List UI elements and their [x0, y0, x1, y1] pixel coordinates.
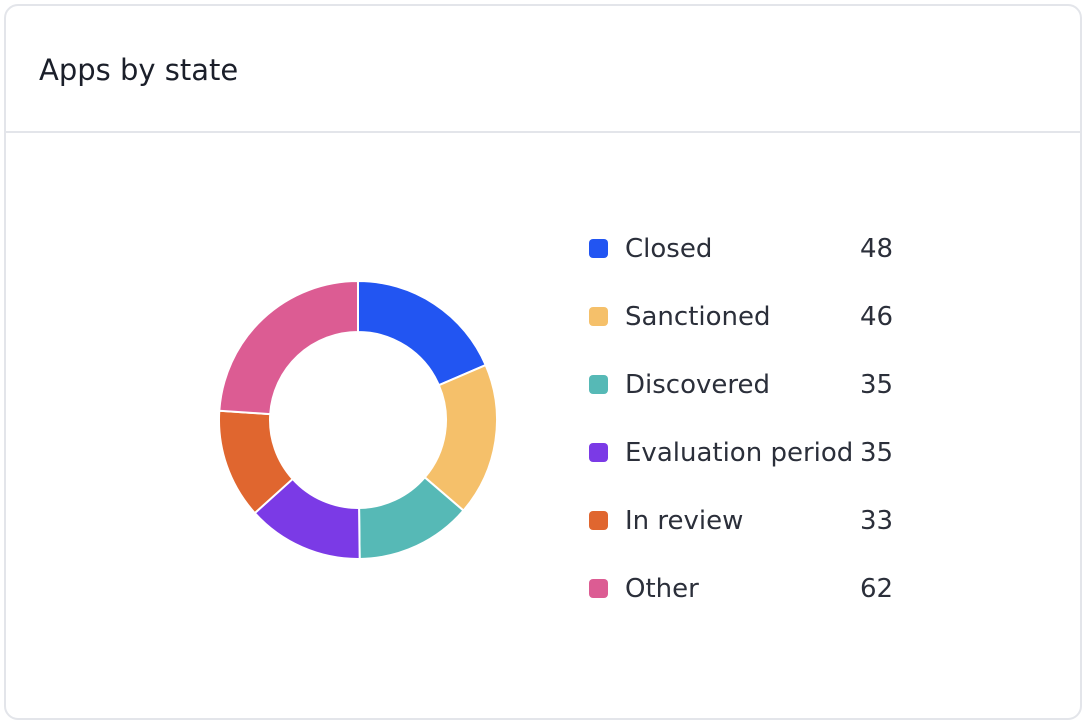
legend-item-discovered[interactable]: Discovered 35: [586, 367, 906, 435]
legend-swatch: [589, 511, 608, 530]
legend-swatch: [589, 579, 608, 598]
legend-value: 48: [860, 234, 894, 264]
donut-slice-closed[interactable]: [357, 279, 487, 387]
chart-legend: Closed 48 Sanctioned 46 Discovered 35 Evaluati…: [586, 231, 906, 639]
legend-item-evaluation-period[interactable]: Evaluation period 35: [586, 435, 906, 503]
legend-swatch: [589, 375, 608, 394]
legend-label: Evaluation period: [625, 438, 854, 468]
legend-item-sanctioned[interactable]: Sanctioned 46: [586, 299, 906, 367]
legend-label: Sanctioned: [625, 302, 771, 332]
donut-slice-other[interactable]: [218, 279, 359, 416]
legend-item-closed[interactable]: Closed 48: [586, 231, 906, 299]
legend-value: 33: [860, 506, 894, 536]
legend-swatch: [589, 239, 608, 258]
legend-item-other[interactable]: Other 62: [586, 571, 906, 639]
legend-swatch: [589, 443, 608, 462]
legend-swatch: [589, 307, 608, 326]
card-title: Apps by state: [39, 53, 239, 87]
apps-by-state-card: Apps by state Closed 48 Sanctioned 46 Discov…: [4, 4, 1082, 720]
legend-value: 35: [860, 438, 894, 468]
legend-item-in-review[interactable]: In review 33: [586, 503, 906, 571]
legend-value: 35: [860, 370, 894, 400]
legend-label: Other: [625, 574, 699, 604]
legend-value: 46: [860, 302, 894, 332]
legend-label: Discovered: [625, 370, 770, 400]
card-body: Closed 48 Sanctioned 46 Discovered 35 Evaluati…: [6, 133, 1080, 718]
legend-label: Closed: [625, 234, 713, 264]
legend-label: In review: [625, 506, 744, 536]
card-header: Apps by state: [6, 6, 1080, 133]
donut-chart: [218, 279, 498, 561]
legend-value: 62: [860, 574, 894, 604]
